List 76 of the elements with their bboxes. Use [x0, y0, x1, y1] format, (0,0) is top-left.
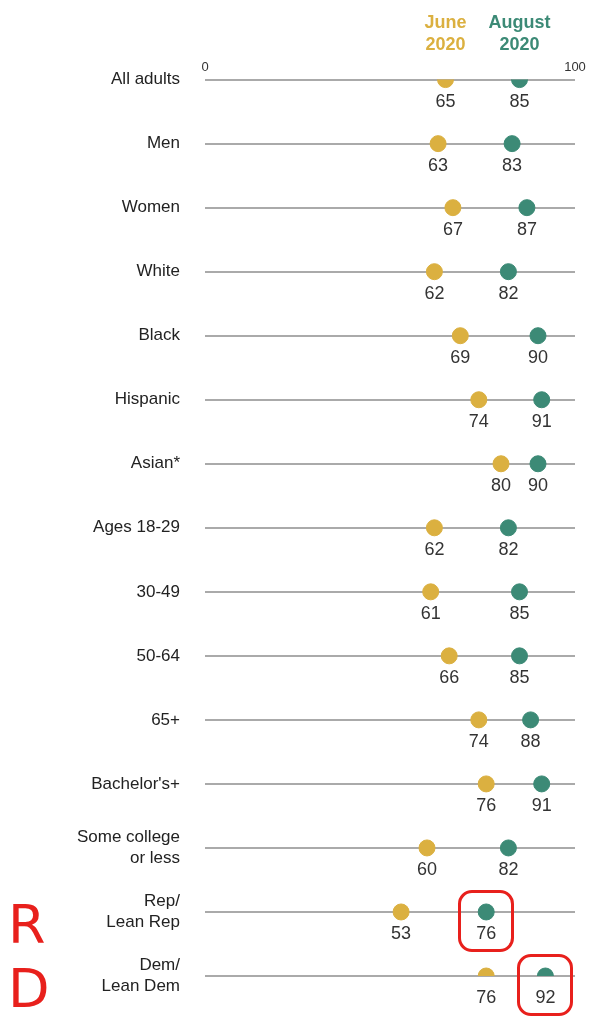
data-label: 91 — [531, 794, 552, 815]
point — [492, 455, 510, 473]
point — [522, 711, 540, 729]
point — [470, 391, 488, 409]
point — [422, 583, 440, 601]
data-label: 83 — [502, 154, 523, 175]
point — [499, 519, 517, 537]
point — [451, 327, 469, 345]
data-label: 53 — [391, 922, 412, 943]
y-tick-label: Women — [121, 197, 180, 217]
point — [392, 903, 410, 921]
y-tick-label: 50-64 — [136, 645, 180, 665]
data-label: 62 — [424, 282, 445, 303]
point — [529, 327, 547, 345]
point — [418, 839, 436, 857]
y-tick-label: Black — [138, 325, 181, 345]
data-label: 66 — [439, 666, 460, 687]
data-label: 80 — [490, 474, 512, 495]
data-label: 88 — [520, 730, 541, 751]
series-label: August 2020 — [488, 12, 551, 54]
data-label: 91 — [531, 410, 552, 431]
point — [470, 711, 488, 729]
point — [511, 583, 528, 601]
y-tick-label: Ages 18-29 — [93, 517, 180, 537]
data-label: 76 — [476, 986, 497, 1007]
data-label: 76 — [476, 794, 497, 815]
y-tick-label: 65+ — [151, 709, 181, 729]
data-label: 76 — [476, 922, 497, 943]
y-tick-label: Some college or less — [76, 827, 180, 867]
data-label: 87 — [516, 218, 537, 239]
y-tick-label: 30-49 — [136, 581, 180, 601]
data-label: 60 — [416, 858, 438, 879]
data-label: 62 — [424, 538, 445, 559]
data-label: 61 — [420, 602, 441, 623]
point — [533, 391, 551, 409]
point — [477, 775, 495, 793]
text: R — [8, 892, 46, 956]
point — [440, 647, 458, 665]
data-label: 65 — [435, 90, 456, 111]
point — [529, 455, 547, 473]
y-tick-label: White — [136, 261, 180, 281]
data-label: 90 — [527, 346, 549, 367]
y-tick-label: Men — [146, 133, 180, 153]
data-label: 74 — [468, 730, 489, 751]
data-label: 90 — [527, 474, 549, 495]
y-tick-label: Rep/ Lean Rep — [106, 891, 181, 931]
y-tick-label: Bachelor's+ — [91, 773, 181, 793]
y-tick-label: Dem/ Lean Dem — [101, 955, 181, 995]
series-label: June 2020 — [424, 12, 467, 54]
data-label: 82 — [498, 538, 519, 559]
text: D — [8, 957, 50, 1020]
point — [518, 199, 536, 217]
point — [511, 647, 528, 665]
data-label: 63 — [428, 154, 449, 175]
point — [499, 263, 517, 281]
y-tick-label: All adults — [111, 69, 180, 89]
y-tick-label: Hispanic — [114, 389, 181, 409]
data-label: 74 — [468, 410, 489, 431]
data-label: 69 — [450, 346, 471, 367]
point — [425, 263, 443, 281]
data-label: 92 — [535, 986, 556, 1007]
x-tick-label: 100 — [564, 59, 586, 75]
data-label: 85 — [509, 90, 530, 111]
point — [533, 775, 551, 793]
x-tick-label: 0 — [201, 59, 209, 75]
point — [429, 135, 447, 153]
point — [425, 519, 443, 537]
y-tick-label: Asian* — [130, 453, 181, 473]
data-label: 82 — [498, 858, 519, 879]
point — [499, 839, 517, 857]
data-label: 85 — [509, 602, 530, 623]
data-label: 85 — [509, 666, 530, 687]
data-label: 67 — [442, 218, 463, 239]
point — [444, 199, 462, 217]
data-label: 82 — [498, 282, 519, 303]
point — [503, 135, 521, 153]
